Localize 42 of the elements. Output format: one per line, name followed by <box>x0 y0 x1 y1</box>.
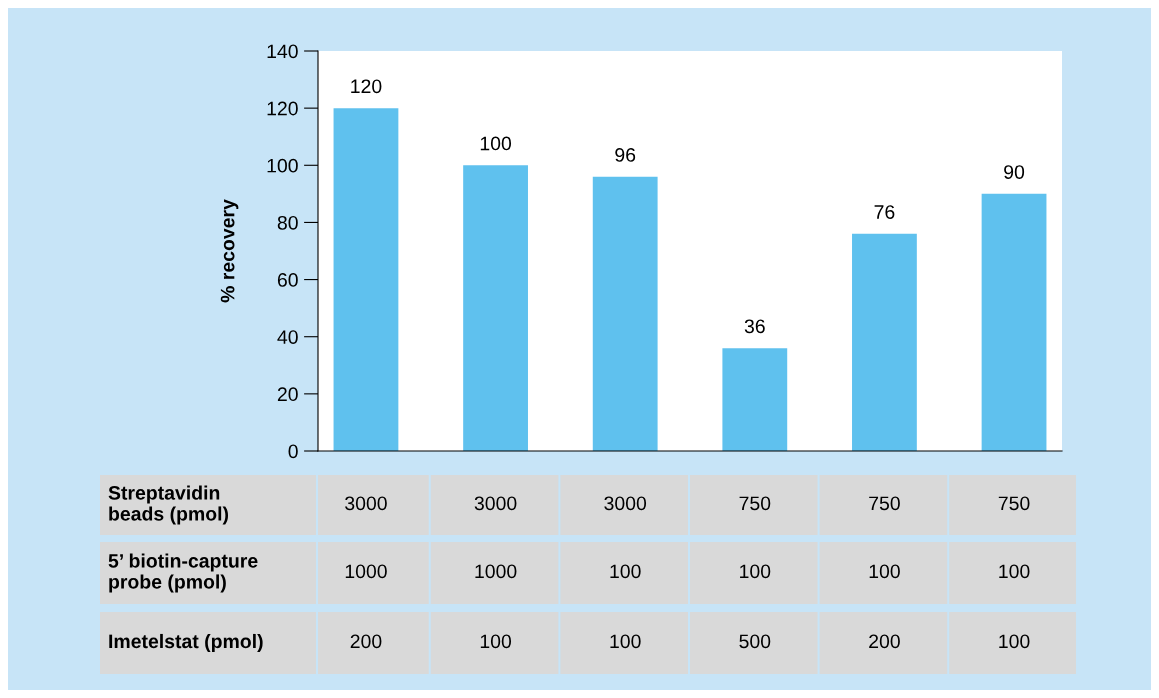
y-tick-label: 60 <box>277 273 298 287</box>
text: 100 <box>999 564 1030 579</box>
y-tick-label: 40 <box>277 330 298 344</box>
data-label: 90 <box>1004 165 1025 179</box>
text: 750 <box>739 496 771 511</box>
text: 200 <box>869 634 900 649</box>
y-axis-title: % recovery <box>220 199 239 303</box>
text: 750 <box>869 496 900 511</box>
bar <box>722 348 788 451</box>
bar <box>981 193 1047 451</box>
text: 3000 <box>474 496 517 511</box>
y-tick-label: 0 <box>288 444 298 459</box>
text: 200 <box>350 634 382 649</box>
y-tick-label: 120 <box>267 101 298 116</box>
y-tick-label: 100 <box>267 158 298 173</box>
y-tick-label: 140 <box>267 44 298 59</box>
text: 5’ biotin-capture probe (pmol) <box>108 553 258 593</box>
data-label: 120 <box>351 79 382 94</box>
data-label: 100 <box>480 136 512 151</box>
bar <box>333 108 399 451</box>
data-label: 76 <box>874 205 895 219</box>
text: Imetelstat (pmol) <box>109 633 263 653</box>
text: 100 <box>740 564 771 579</box>
text: 100 <box>610 634 641 649</box>
text: 3000 <box>345 496 387 511</box>
bar <box>852 233 917 451</box>
bar <box>592 176 658 451</box>
y-tick-label: 80 <box>277 215 298 230</box>
text: 1000 <box>475 564 517 579</box>
text: 100 <box>869 564 900 579</box>
data-label: 36 <box>744 319 765 334</box>
text: 750 <box>998 496 1030 511</box>
text: 100 <box>480 634 512 649</box>
bar <box>463 165 528 451</box>
text: 500 <box>739 634 771 649</box>
text: 100 <box>999 634 1030 649</box>
text: Streptavidin beads (pmol) <box>108 485 229 525</box>
y-tick-label: 20 <box>277 387 298 402</box>
text: 1000 <box>345 564 387 579</box>
text: 3000 <box>604 496 647 511</box>
data-label: 96 <box>615 147 636 162</box>
text: 100 <box>610 564 641 579</box>
